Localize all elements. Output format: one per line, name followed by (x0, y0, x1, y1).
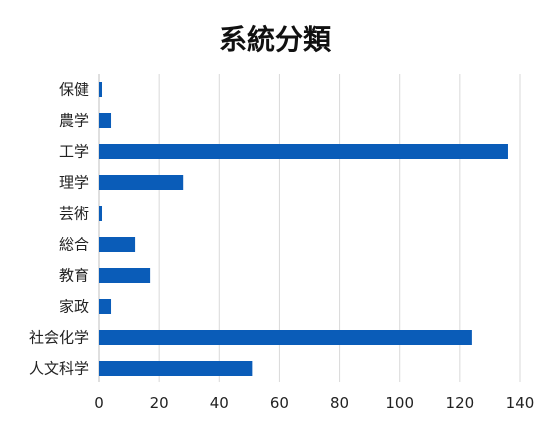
category-label: 総合 (59, 236, 89, 254)
x-tick-label: 0 (94, 394, 104, 412)
chart-title: 系統分類 (218, 23, 331, 56)
bar (99, 206, 103, 221)
x-tick-label: 20 (150, 394, 169, 412)
category-label: 社会化学 (29, 329, 89, 347)
category-label: 人文科学 (29, 360, 89, 378)
category-label: 工学 (59, 143, 89, 161)
bar (99, 299, 112, 314)
category-label: 理学 (59, 174, 89, 192)
x-tick-label: 140 (506, 394, 535, 412)
x-tick-label: 120 (446, 394, 475, 412)
x-tick-label: 60 (270, 394, 289, 412)
bar (99, 237, 136, 252)
bar (99, 144, 508, 159)
x-tick-labels: 0 20 40 60 80 100 120 140 (94, 394, 534, 412)
category-label: 農学 (59, 112, 89, 130)
bar (99, 175, 184, 190)
category-label: 家政 (59, 298, 89, 316)
category-label: 芸術 (59, 205, 89, 223)
x-tick-label: 80 (330, 394, 349, 412)
bar (99, 113, 112, 128)
bar (99, 361, 253, 376)
category-label: 保健 (59, 81, 89, 99)
x-tick-label: 100 (385, 394, 414, 412)
bar-layer (99, 82, 508, 376)
bar (99, 82, 103, 97)
category-label: 教育 (59, 267, 89, 285)
x-tick-label: 40 (210, 394, 229, 412)
bar (99, 268, 151, 283)
bar (99, 330, 472, 345)
